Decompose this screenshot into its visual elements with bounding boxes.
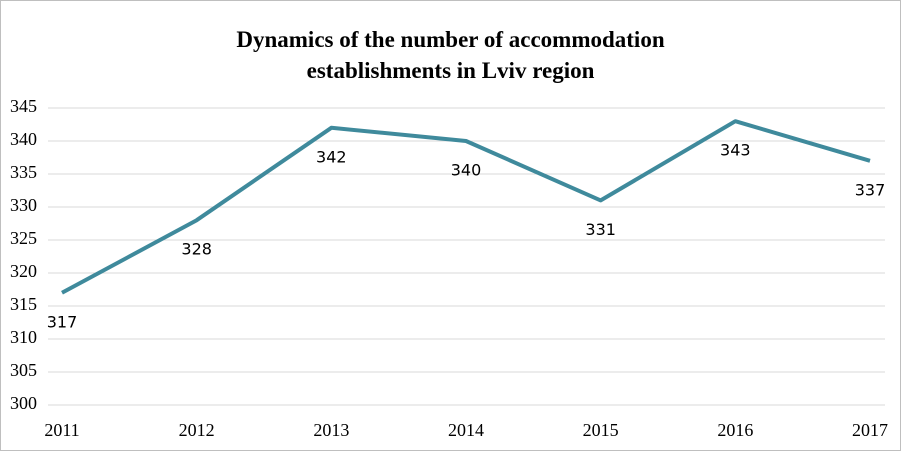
x-tick-label: 2015 [583,420,619,440]
y-tick-label: 330 [10,195,37,215]
data-label: 337 [855,180,886,199]
data-label: 328 [181,240,212,259]
y-tick-label: 300 [10,393,37,413]
y-tick-label: 325 [10,228,37,248]
data-label: 331 [585,220,616,239]
x-tick-label: 2012 [179,420,215,440]
x-tick-label: 2016 [717,420,753,440]
y-tick-label: 305 [10,360,37,380]
data-label: 317 [47,312,78,331]
x-tick-label: 2017 [852,420,888,440]
y-tick-label: 310 [10,327,37,347]
data-label: 342 [316,147,347,166]
y-tick-label: 335 [10,162,37,182]
y-tick-label: 320 [10,261,37,281]
y-tick-label: 340 [10,129,37,149]
x-tick-label: 2014 [448,420,484,440]
x-tick-label: 2011 [44,420,79,440]
line [61,119,871,295]
y-tick-label: 345 [10,96,37,116]
y-tick-label: 315 [10,294,37,314]
x-tick-label: 2013 [313,420,349,440]
chart-title: Dynamics of the number of accommodation … [236,27,665,83]
data-label: 343 [720,141,751,160]
data-label: 340 [451,161,482,180]
